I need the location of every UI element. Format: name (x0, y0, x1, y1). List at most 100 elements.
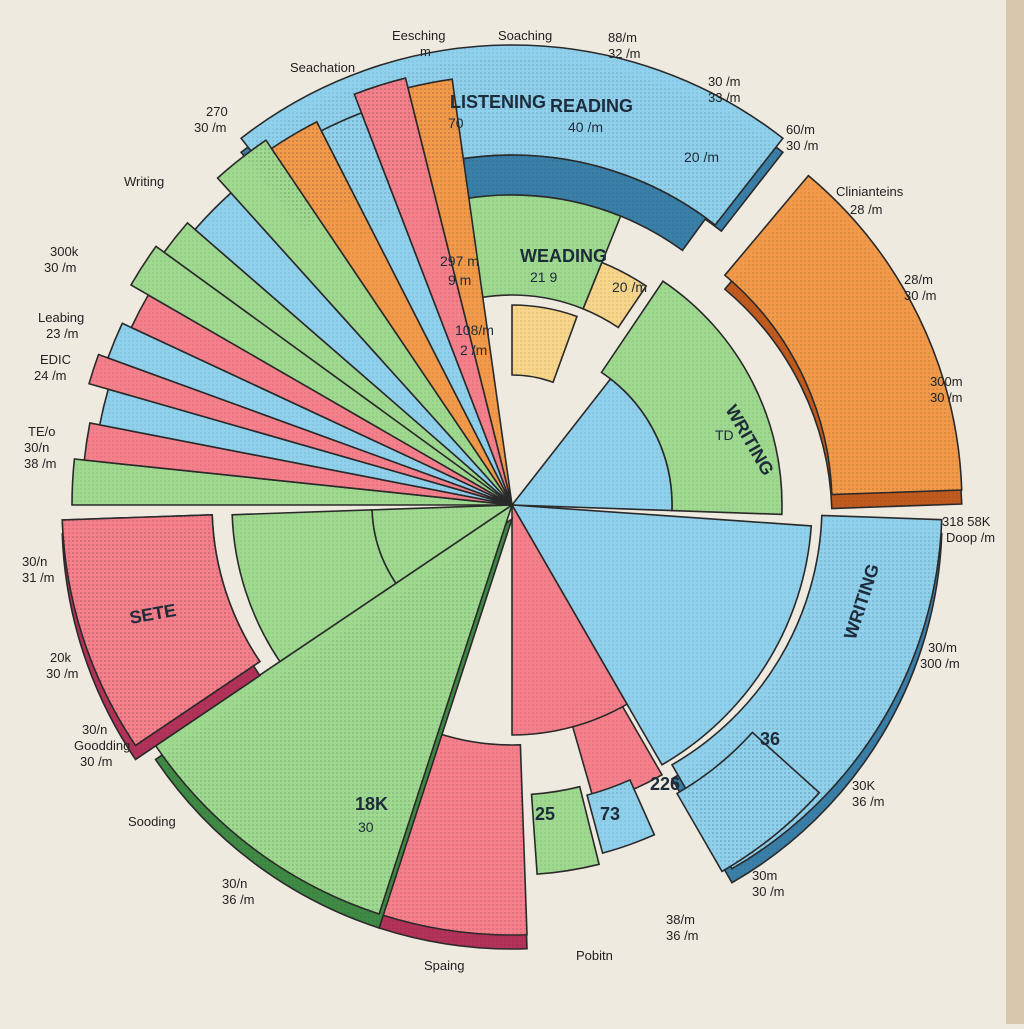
wedge-texture (62, 514, 260, 746)
outer-left-3: 300k (50, 244, 79, 259)
outer-bottom-rr2: 36 /m (666, 928, 699, 943)
wedge-texture (271, 121, 512, 506)
inner-num-c: 73 (600, 804, 620, 824)
wedge-texture (155, 505, 512, 914)
outer-left-top: Seachation (290, 60, 355, 75)
outer-right-f: 318 58K (942, 514, 991, 529)
outer-bottom-right: 30m (752, 868, 777, 883)
inner-num-a: 20 /m (612, 279, 647, 295)
outer-top-mid-title: Soaching (498, 28, 552, 43)
wedge-texture (407, 79, 512, 506)
outer-right-e: 300m (930, 374, 963, 389)
outer-top-left-title: Eesching (392, 28, 445, 43)
inner-dr-label: 297 m (440, 253, 479, 269)
sector-sub-20m: 20 /m (684, 149, 719, 165)
outer-left-5b: 24 /m (34, 368, 67, 383)
outer-right-d2: 30 /m (904, 288, 937, 303)
wedge-texture (677, 732, 820, 872)
outer-right-d: 28/m (904, 272, 933, 287)
outer-right-g: 30/m (928, 640, 957, 655)
outer-left-6c: 38 /m (24, 456, 57, 471)
inner-num-b: 25 (535, 804, 555, 824)
wedge-texture (99, 389, 512, 505)
wedge-texture (379, 733, 528, 935)
outer-left-9b: Goodding (74, 738, 130, 753)
wedge-texture (84, 422, 512, 505)
inner-num-d: 226 (650, 774, 680, 794)
outer-left-5: EDIC (40, 352, 71, 367)
outer-right-c: Clinianteins (836, 184, 904, 199)
outer-left-8: 20k (50, 650, 71, 665)
wedge-texture (512, 505, 627, 735)
sector-label-reading: READING (550, 96, 633, 116)
outer-right-b: 60/m (786, 122, 815, 137)
wedge-texture (195, 192, 512, 505)
outer-left-2: 270 (206, 104, 228, 119)
outer-bottom-left-mid: Spaing (424, 958, 464, 973)
wedge-texture (72, 459, 512, 505)
outer-bottom-rr: 38/m (666, 912, 695, 927)
outer-top-right-1: 88/m (608, 30, 637, 45)
sector-label-listening: LISTENING (450, 92, 546, 112)
wedge-texture (512, 305, 577, 383)
inner-num-f: 30 (358, 819, 374, 835)
inner-num-e: 18K (355, 794, 388, 814)
outer-left-7: 30/n (22, 554, 47, 569)
wedge-texture (130, 246, 512, 505)
inner-num-g: 36 (760, 729, 780, 749)
wedge-texture (164, 222, 513, 505)
wedge-texture (587, 779, 655, 854)
wedge-texture (232, 509, 396, 662)
outer-left-4: Leabing (38, 310, 84, 325)
wedge-texture (372, 505, 512, 584)
outer-left-9: 30/n (82, 722, 107, 737)
sector-sub-listening: 70 (448, 115, 464, 131)
outer-left-10: Sooding (128, 814, 176, 829)
outer-right-a2: 33 /m (708, 90, 741, 105)
outer-bottom-right2: 30 /m (752, 884, 785, 899)
outer-left-3b: 30 /m (44, 260, 77, 275)
wedge-texture (354, 78, 512, 505)
outer-left-9c: 30 /m (80, 754, 113, 769)
outer-left-8b: 30 /m (46, 666, 79, 681)
outer-bottom-mid: Pobitn (576, 948, 613, 963)
outer-left-2b: 30 /m (194, 120, 227, 135)
inner-dr-sub: 9 m (448, 272, 471, 288)
wedge-texture (107, 323, 512, 505)
wedge-texture (583, 262, 647, 328)
inner-c1: 108/m (455, 322, 494, 338)
outer-right-a: 30 /m (708, 74, 741, 89)
inner-c2: 2 /m (460, 342, 487, 358)
outer-left-11: 30/n (222, 876, 247, 891)
outer-left-6: TE/o (28, 424, 55, 439)
outer-right-h: 30K (852, 778, 875, 793)
sector-sub-reading: 40 /m (568, 119, 603, 135)
inner-weading: WEADING (520, 246, 607, 266)
outer-right-g2: 300 /m (920, 656, 960, 671)
outer-left-1: Writing (124, 174, 164, 189)
texture-group (62, 45, 962, 949)
wedge-texture (512, 505, 812, 765)
outer-left-7b: 31 /m (22, 570, 55, 585)
wedge-texture (131, 295, 513, 505)
outer-right-f2: Doop /m (946, 530, 995, 545)
outer-left-4b: 23 /m (46, 326, 79, 341)
wedge-texture (724, 175, 962, 495)
outer-right-b2: 30 /m (786, 138, 819, 153)
wedge-texture (89, 354, 512, 505)
wedge-texture (512, 378, 672, 511)
wedge-texture (321, 112, 512, 506)
inner-writing-sub: TD (715, 427, 734, 443)
outer-left-6b: 30/n (24, 440, 49, 455)
wedge-texture (601, 281, 782, 515)
outer-label-group: Eesching m Soaching 88/m 32 /m Seachatio… (22, 28, 995, 973)
frame-edge (1006, 0, 1024, 1024)
outer-top-right-1b: 32 /m (608, 46, 641, 61)
inner-weading-sub: 21 9 (530, 269, 557, 285)
wedge-texture (531, 786, 600, 875)
outer-right-e2: 30 /m (930, 390, 963, 405)
wedge-texture (217, 140, 513, 506)
outer-top-left-sub: m (420, 44, 431, 59)
